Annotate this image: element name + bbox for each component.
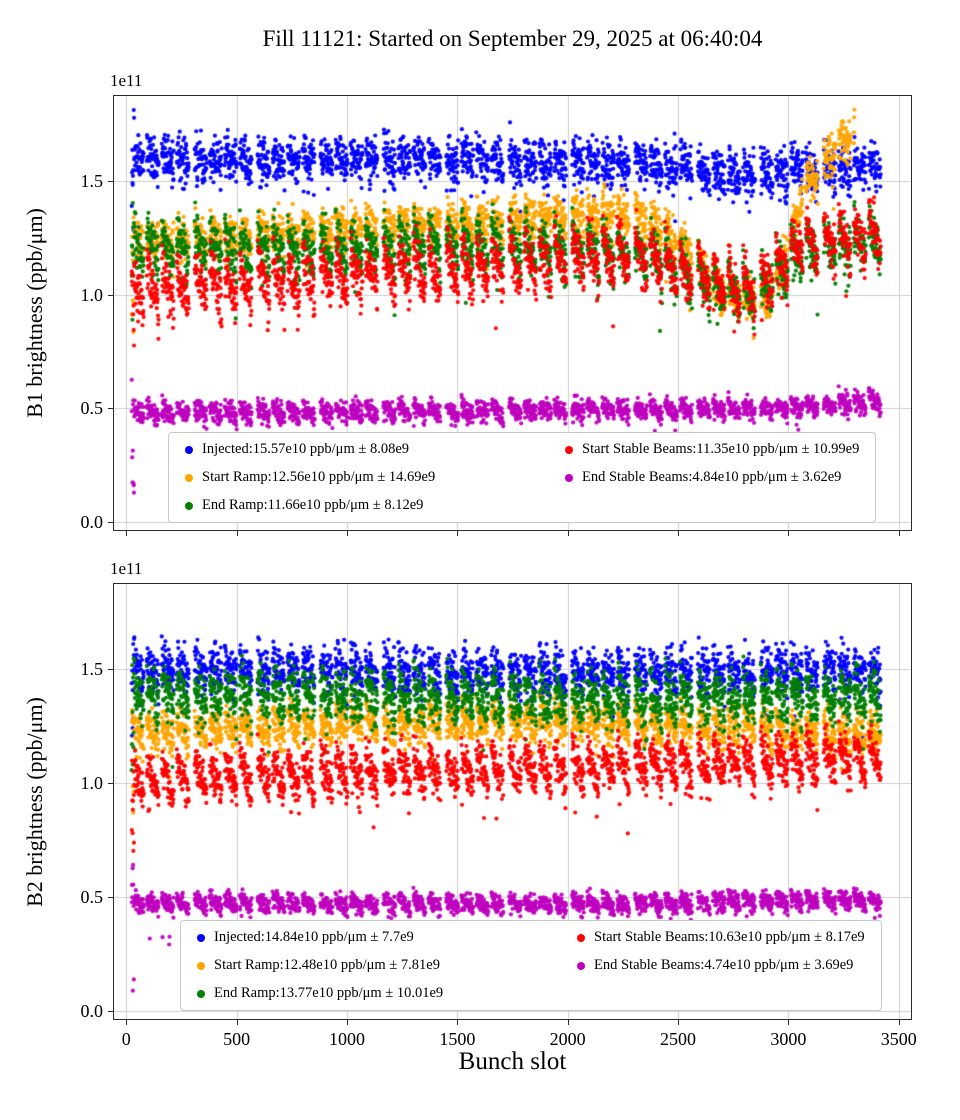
x-tick-mark xyxy=(347,531,348,536)
page-title: Fill 11121: Started on September 29, 202… xyxy=(262,26,763,51)
x-tick-mark xyxy=(678,531,679,536)
x-tick-mark xyxy=(568,1020,569,1025)
legend-marker-dot xyxy=(185,501,193,510)
y-tick-label: 1.0 xyxy=(80,773,104,794)
y-axis-label-b2: B2 brightness (ppb/μm) xyxy=(22,696,47,907)
legend-entry-start-stable-beams: Start Stable Beams:10.63e10 ppb/μm ± 8.1… xyxy=(577,929,865,946)
legend-entry-end-stable-beams: End Stable Beams:4.84e10 ppb/μm ± 3.62e9 xyxy=(565,469,859,486)
legend-entry-start-ramp: Start Ramp:12.56e10 ppb/μm ± 14.69e9 xyxy=(185,469,565,486)
x-tick-mark xyxy=(457,531,458,536)
legend-marker-dot xyxy=(565,473,573,482)
legend-label: Start Stable Beams:11.35e10 ppb/μm ± 10.… xyxy=(582,441,860,457)
legend-entry-injected: Injected:14.84e10 ppb/μm ± 7.7e9 xyxy=(197,929,577,946)
y-tick-mark xyxy=(108,522,113,523)
x-tick-label: 1500 xyxy=(439,1029,476,1049)
legend-entry-end-stable-beams: End Stable Beams:4.74e10 ppb/μm ± 3.69e9 xyxy=(577,957,865,974)
chart-b2-plot: 1e11 B2 brightness (ppb/μm) Injected:14.… xyxy=(22,559,917,1048)
x-tick-mark xyxy=(126,1020,127,1025)
legend-label: End Ramp:11.66e10 ppb/μm ± 8.12e9 xyxy=(202,497,424,513)
x-tick-mark xyxy=(237,531,238,536)
x-tick-label: 2500 xyxy=(660,1029,697,1049)
x-tick-label: 0 xyxy=(121,1029,131,1049)
x-axis-label: Bunch slot xyxy=(458,1048,567,1075)
legend-entry-end-ramp: End Ramp:13.77e10 ppb/μm ± 10.01e9 xyxy=(197,985,577,1002)
legend-b1: Injected:15.57e10 ppb/μm ± 8.08e9 Start … xyxy=(168,432,877,523)
x-tick-label: 500 xyxy=(223,1029,251,1049)
legend-marker-dot xyxy=(197,989,205,998)
legend-marker-dot xyxy=(197,961,205,970)
y-axis-label-b1: B1 brightness (ppb/μm) xyxy=(22,208,47,418)
legend-b2: Injected:14.84e10 ppb/μm ± 7.7e9 Start R… xyxy=(180,920,882,1011)
x-tick-mark xyxy=(237,1020,238,1025)
y-tick-mark xyxy=(108,1011,113,1012)
y-tick-mark xyxy=(108,669,113,670)
x-tick-label: 2000 xyxy=(549,1029,586,1049)
y-tick-label: 1.5 xyxy=(80,171,104,192)
x-tick-label: 1000 xyxy=(328,1029,365,1049)
legend-label: End Stable Beams:4.84e10 ppb/μm ± 3.62e9 xyxy=(582,469,842,485)
x-tick-label: 3000 xyxy=(770,1029,807,1049)
legend-label: Start Ramp:12.48e10 ppb/μm ± 7.81e9 xyxy=(214,957,440,973)
x-tick-mark xyxy=(457,1020,458,1025)
y-tick-mark xyxy=(108,897,113,898)
x-tick-mark xyxy=(678,1020,679,1025)
y-tick-label: 1.5 xyxy=(80,659,104,680)
legend-entry-start-ramp: Start Ramp:12.48e10 ppb/μm ± 7.81e9 xyxy=(197,957,577,974)
y-offset-text: 1e11 xyxy=(110,71,143,90)
y-tick-label: 0.0 xyxy=(80,511,104,532)
legend-marker-dot xyxy=(577,933,585,942)
legend-label: Start Ramp:12.56e10 ppb/μm ± 14.69e9 xyxy=(202,469,436,485)
y-tick-mark xyxy=(108,408,113,409)
y-tick-label: 1.0 xyxy=(80,284,104,305)
x-tick-mark xyxy=(788,531,789,536)
legend-label: End Stable Beams:4.74e10 ppb/μm ± 3.69e9 xyxy=(594,957,854,973)
legend-label: Injected:15.57e10 ppb/μm ± 8.08e9 xyxy=(202,441,410,457)
legend-marker-dot xyxy=(577,961,585,970)
y-tick-label: 0.5 xyxy=(80,398,104,419)
y-offset-text: 1e11 xyxy=(110,559,143,578)
legend-label: Injected:14.84e10 ppb/μm ± 7.7e9 xyxy=(214,929,414,945)
legend-entry-start-stable-beams: Start Stable Beams:11.35e10 ppb/μm ± 10.… xyxy=(565,441,859,458)
x-tick-mark xyxy=(899,1020,900,1025)
x-tick-mark xyxy=(899,531,900,536)
y-tick-mark xyxy=(108,295,113,296)
y-tick-label: 0.0 xyxy=(80,1000,104,1021)
x-tick-mark xyxy=(347,1020,348,1025)
legend-marker-dot xyxy=(185,445,193,454)
legend-entry-injected: Injected:15.57e10 ppb/μm ± 8.08e9 xyxy=(185,441,565,458)
legend-marker-dot xyxy=(565,445,573,454)
legend-entry-end-ramp: End Ramp:11.66e10 ppb/μm ± 8.12e9 xyxy=(185,497,565,514)
legend-marker-dot xyxy=(197,933,205,942)
y-tick-mark xyxy=(108,783,113,784)
legend-marker-dot xyxy=(185,473,193,482)
legend-label: Start Stable Beams:10.63e10 ppb/μm ± 8.1… xyxy=(594,929,865,945)
y-tick-label: 0.5 xyxy=(80,887,104,908)
x-tick-label: 3500 xyxy=(880,1029,917,1049)
x-tick-mark xyxy=(788,1020,789,1025)
x-tick-mark xyxy=(568,531,569,536)
x-tick-mark xyxy=(126,531,127,536)
chart-b1-plot: 1e11 B1 brightness (ppb/μm) Injected:15.… xyxy=(22,71,912,536)
y-tick-mark xyxy=(108,181,113,182)
legend-label: End Ramp:13.77e10 ppb/μm ± 10.01e9 xyxy=(214,985,444,1001)
